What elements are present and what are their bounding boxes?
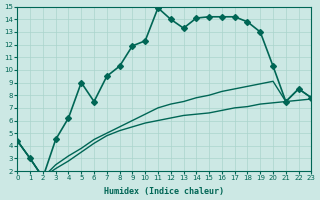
X-axis label: Humidex (Indice chaleur): Humidex (Indice chaleur) bbox=[104, 187, 224, 196]
